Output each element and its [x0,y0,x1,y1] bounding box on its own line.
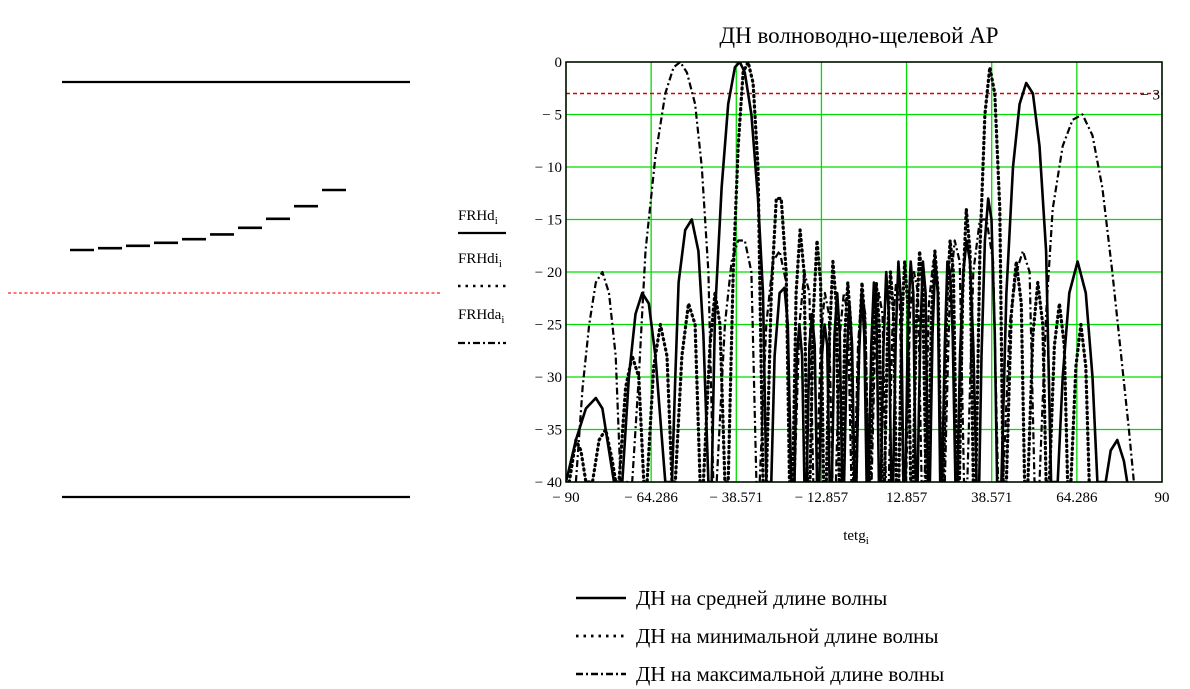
x-tick-label-6: 64.286 [1056,490,1098,506]
slot-group [70,188,346,252]
y-axis-labels: FRHdi FRHdii FRHdai [458,208,506,345]
y-label-frhdi: FRHdii [458,251,502,270]
legend-label-max: ДН на максимальной длине волны [636,662,944,686]
x-axis-label: tetgi [843,528,869,547]
y-tick-label-5: − 25 [535,318,562,334]
x-tick-label-3: − 12.857 [795,490,849,506]
y-tick-label-3: − 15 [535,213,562,229]
x-tick-label-7: 90 [1155,490,1170,506]
y-tick-label-8: − 40 [535,475,562,491]
x-tick-label-4: 12.857 [886,490,928,506]
chart-title: ДН волноводно-щелевой АР [719,23,998,48]
y-tick-label-6: − 30 [535,370,562,386]
series-layer [566,62,1135,482]
x-axis-ticks: − 90 − 64.286 − 38.571 − 12.857 12.857 38.571… [552,490,1169,506]
y-label-frhda: FRHdai [458,307,504,326]
series-line-dotted [567,62,1091,482]
x-tick-label-2: − 38.571 [710,490,763,506]
legend: ДН на средней длине волны ДН на минималь… [576,586,944,686]
y-label-frhd: FRHdi [458,208,498,227]
plot-frame [565,61,1163,483]
x-tick-label-1: − 64.286 [624,490,678,506]
reference-line-label: − 3 [1140,88,1160,104]
y-axis-ticks: 0 − 5 − 10 − 15 − 20 − 25 − 30 − 35 − 40 [535,55,562,491]
y-tick-label-1: − 5 [542,108,562,124]
x-tick-label-5: 38.571 [971,490,1012,506]
y-tick-label-4: − 20 [535,265,562,281]
legend-label-min: ДН на минимальной длине волны [636,624,939,648]
series-line-solid [566,62,1129,482]
series-line-dashdot [574,62,1135,482]
x-tick-label-0: − 90 [552,490,579,506]
x-axis-label-sub: i [866,535,869,547]
legend-label-mean: ДН на средней длине волны [636,586,887,610]
x-axis-label-main: tetg [843,528,866,544]
waveguide-sketch [8,80,440,499]
y-tick-label-7: − 35 [535,423,562,439]
y-tick-label-2: − 10 [535,160,562,176]
reference-line-group: − 3 [566,88,1162,104]
y-tick-label-0: 0 [555,55,563,71]
